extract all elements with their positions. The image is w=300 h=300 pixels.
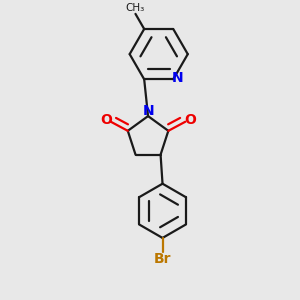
Text: O: O: [100, 113, 112, 127]
Text: N: N: [142, 104, 154, 118]
Text: CH₃: CH₃: [126, 3, 145, 13]
Text: Br: Br: [154, 252, 171, 266]
Text: O: O: [184, 113, 196, 127]
Text: N: N: [171, 71, 183, 85]
